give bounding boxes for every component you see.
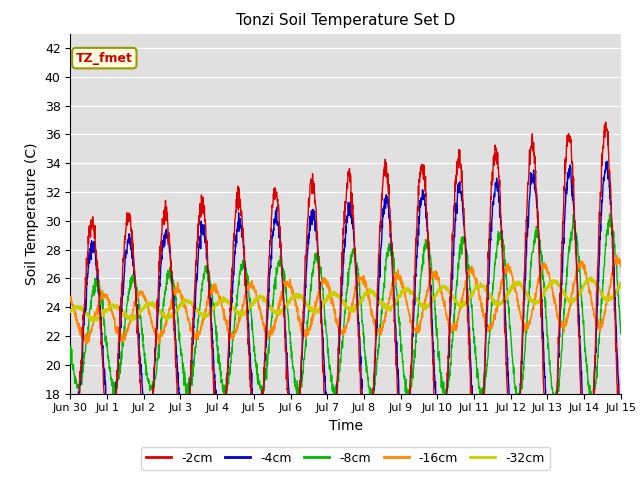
Text: TZ_fmet: TZ_fmet <box>76 51 132 65</box>
X-axis label: Time: Time <box>328 419 363 433</box>
Title: Tonzi Soil Temperature Set D: Tonzi Soil Temperature Set D <box>236 13 455 28</box>
Legend: -2cm, -4cm, -8cm, -16cm, -32cm: -2cm, -4cm, -8cm, -16cm, -32cm <box>141 447 550 469</box>
Y-axis label: Soil Temperature (C): Soil Temperature (C) <box>25 143 39 285</box>
